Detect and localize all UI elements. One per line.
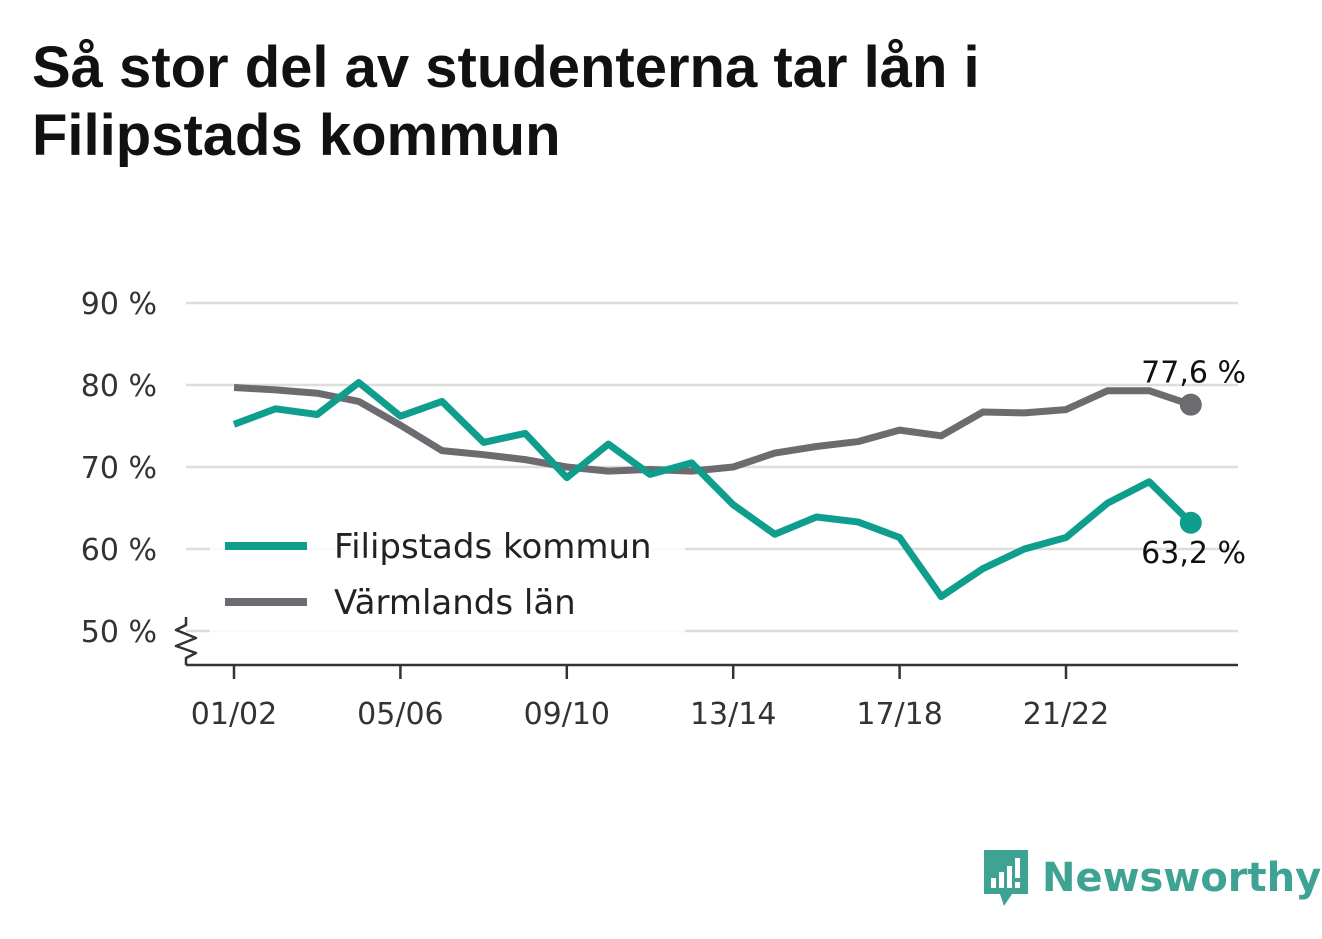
legend-label-varmland: Värmlands län bbox=[334, 583, 576, 623]
legend-background bbox=[210, 516, 685, 634]
x-axis-ticks: 01/02 05/06 09/10 13/14 17/18 21/22 bbox=[191, 665, 1109, 732]
end-point-varmland bbox=[1179, 393, 1202, 416]
end-point-filipstad bbox=[1179, 511, 1202, 534]
end-label-varmland: 77,6 % bbox=[1141, 356, 1246, 391]
legend: Filipstads kommun Värmlands län bbox=[210, 516, 685, 634]
end-label-filipstad: 63,2 % bbox=[1141, 536, 1246, 571]
series-line-varmland bbox=[233, 383, 1192, 475]
y-axis-ticks: 50 % 60 % 70 % 80 % 90 % bbox=[81, 287, 157, 650]
x-axis bbox=[174, 617, 1238, 667]
x-tick-label: 01/02 bbox=[191, 697, 277, 732]
series-lines bbox=[232, 379, 1194, 601]
y-tick-label: 50 % bbox=[81, 615, 157, 650]
page-title: Så stor del av studenterna tar lån i Fil… bbox=[32, 35, 980, 168]
x-tick-label: 05/06 bbox=[357, 697, 443, 732]
brand-name: Newsworthy bbox=[1042, 855, 1322, 901]
bar-chart-speech-bubble-icon bbox=[984, 850, 1028, 906]
axis-break-icon bbox=[174, 617, 198, 665]
end-points: 77,6 % 63,2 % bbox=[1141, 356, 1246, 571]
newsworthy-logo: Newsworthy bbox=[982, 848, 1321, 908]
x-tick-label: 17/18 bbox=[856, 697, 942, 732]
series-line-filipstad bbox=[232, 379, 1194, 601]
legend-label-filipstad: Filipstads kommun bbox=[334, 527, 652, 567]
x-tick-label: 21/22 bbox=[1023, 697, 1109, 732]
x-tick-label: 13/14 bbox=[690, 697, 776, 732]
y-tick-label: 90 % bbox=[81, 287, 157, 322]
y-tick-label: 80 % bbox=[81, 369, 157, 404]
x-tick-label: 09/10 bbox=[524, 697, 610, 732]
y-tick-label: 60 % bbox=[81, 533, 157, 568]
y-tick-label: 70 % bbox=[81, 451, 157, 486]
